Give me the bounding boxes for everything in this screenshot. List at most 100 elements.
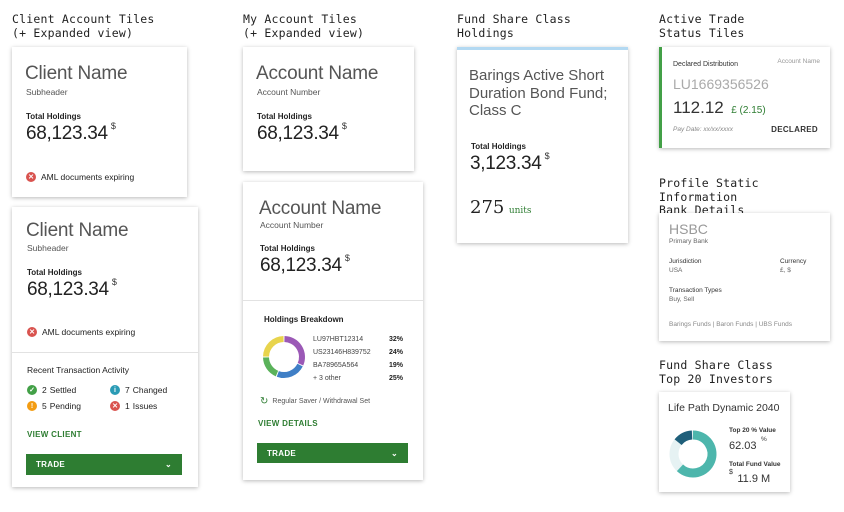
heading-account-tiles: My Account Tiles (+ Expanded view) — [243, 12, 365, 40]
settled-count: 2 — [42, 385, 47, 395]
regular-saver-text: Regular Saver / Withdrawal Set — [272, 398, 371, 405]
client-card[interactable]: Client Name Subheader Total Holdings 68,… — [12, 47, 187, 197]
donut-accent-arc — [674, 430, 693, 446]
trade-button-label: TRADE — [36, 460, 66, 469]
view-details-link[interactable]: VIEW DETAILS — [258, 419, 318, 428]
total-holdings-label: Total Holdings — [260, 244, 315, 253]
heading-active-trade: Active Trade Status Tiles — [659, 12, 745, 40]
divider — [12, 352, 198, 353]
funds-list: Barings Funds | Baron Funds | UBS Funds — [669, 321, 792, 328]
heading-line: Active Trade — [659, 12, 745, 26]
account-card[interactable]: Account Name Account Number Total Holdin… — [243, 47, 414, 171]
units-amount: 275 units — [470, 197, 532, 218]
total-holdings-value: 68,123.34 — [27, 279, 109, 300]
aml-alert: ✕ AML documents expiring — [27, 327, 135, 337]
total-holdings-amount: 68,123.34 $ — [26, 121, 116, 145]
units-label: units — [508, 206, 532, 216]
heading-line: Status Tiles — [659, 25, 745, 40]
pay-date: Pay Date: xx/xx/xxxx — [673, 126, 733, 133]
donut-slice-3 — [263, 336, 284, 357]
total-holdings-amount: 68,123.34 $ — [260, 253, 350, 277]
donut-value-arc — [676, 430, 717, 478]
trade-button[interactable]: TRADE ⌄ — [257, 443, 408, 463]
heading-line: Client Account Tiles — [12, 12, 155, 26]
pending-status[interactable]: ! 5 Pending — [27, 401, 81, 411]
check-icon: ✓ — [27, 385, 37, 395]
account-card-expanded[interactable]: Account Name Account Number Total Holdin… — [243, 182, 423, 480]
trade-button[interactable]: TRADE ⌄ — [26, 454, 182, 475]
trade-amount: 112.12 £ (2.15) — [673, 98, 766, 118]
bank-name: HSBC — [669, 221, 708, 237]
issues-label: Issues — [132, 401, 158, 411]
transaction-types-label: Transaction Types — [669, 287, 722, 294]
changed-count: 7 — [125, 385, 130, 395]
heading-line: Top 20 Investors — [659, 371, 773, 386]
changed-label: Changed — [132, 385, 168, 395]
total-fund-value: $ 11.9 M — [729, 469, 770, 487]
heading-line: My Account Tiles — [243, 12, 357, 26]
heading-client-tiles: Client Account Tiles (+ Expanded view) — [12, 12, 155, 40]
regular-saver: ↻ Regular Saver / Withdrawal Set — [260, 396, 370, 407]
divider — [243, 300, 423, 301]
currency-symbol: $ — [544, 151, 550, 161]
breakdown-pct: 24% — [388, 349, 403, 356]
pending-label: Pending — [49, 401, 81, 411]
fund-name: Life Path Dynamic 2040 — [668, 402, 780, 414]
top20-amount: 62.03 % — [729, 436, 767, 454]
client-subheader: Subheader — [26, 87, 68, 97]
breakdown-row: LU97HBT12314 32% — [313, 333, 403, 346]
top20-unit: % — [760, 436, 767, 443]
trade-status-badge: DECLARED — [771, 125, 818, 134]
trade-button-label: TRADE — [267, 448, 297, 458]
error-icon: ✕ — [110, 401, 120, 411]
heading-line: (+ Expanded view) — [12, 25, 134, 40]
total-holdings-amount: 68,123.34 $ — [27, 277, 117, 301]
jurisdiction-value: USA — [669, 267, 683, 274]
total-fund-value-amount: 11.9 M — [737, 473, 771, 485]
heading-line: (+ Expanded view) — [243, 25, 365, 40]
breakdown-pct: 32% — [388, 336, 403, 343]
donut-slice-1 — [276, 363, 303, 378]
heading-line: Fund Share Class — [659, 358, 773, 372]
chevron-down-icon: ⌄ — [164, 460, 172, 469]
client-name: Client Name — [25, 63, 128, 84]
client-subheader: Subheader — [27, 243, 69, 253]
heading-line: Profile Static Information — [659, 176, 759, 204]
trade-status-card[interactable]: Declared Distribution Account Name LU166… — [659, 47, 830, 148]
fund-name: Barings Active Short Duration Bond Fund;… — [469, 67, 608, 119]
currency-value: £, $ — [780, 267, 791, 274]
breakdown-isin: US23146H839752 — [313, 349, 371, 356]
aml-alert: ✕ AML documents expiring — [26, 172, 134, 182]
fund-holdings-card[interactable]: Barings Active Short Duration Bond Fund;… — [457, 47, 628, 243]
total-fund-currency: $ — [729, 469, 733, 476]
changed-status[interactable]: i 7 Changed — [110, 385, 167, 395]
breakdown-isin: LU97HBT12314 — [313, 336, 364, 343]
error-icon: ✕ — [26, 172, 36, 182]
breakdown-isin: BA78965A564 — [313, 362, 359, 369]
breakdown-title: Holdings Breakdown — [264, 315, 344, 324]
account-number: Account Number — [257, 87, 321, 97]
view-client-link[interactable]: VIEW CLIENT — [27, 430, 82, 439]
currency-symbol: $ — [344, 253, 350, 263]
activity-title: Recent Transaction Activity — [27, 365, 130, 375]
trade-type-label: Declared Distribution — [673, 61, 738, 68]
bank-details-card[interactable]: HSBC Primary Bank Jurisdiction USA Curre… — [659, 213, 830, 341]
issues-status[interactable]: ✕ 1 Issues — [110, 401, 157, 411]
total-holdings-value: 68,123.34 — [26, 123, 108, 144]
client-name: Client Name — [26, 220, 129, 241]
account-name: Account Name — [259, 198, 382, 219]
client-card-expanded[interactable]: Client Name Subheader Total Holdings 68,… — [12, 207, 198, 487]
error-icon: ✕ — [27, 327, 37, 337]
trade-amount-value: 112.12 — [673, 98, 724, 117]
breakdown-pct: 25% — [388, 375, 403, 382]
trade-account-name: Account Name — [777, 58, 820, 65]
bank-subtitle: Primary Bank — [669, 238, 709, 245]
chevron-down-icon: ⌄ — [390, 448, 398, 458]
currency-symbol: $ — [110, 121, 116, 131]
transaction-types-value: Buy, Sell — [669, 296, 695, 303]
breakdown-pct: 19% — [388, 362, 403, 369]
jurisdiction-label: Jurisdiction — [669, 258, 702, 265]
total-holdings-amount: 3,123.34 $ — [470, 151, 550, 175]
top-investors-card[interactable]: Life Path Dynamic 2040 Top 20 % Value 62… — [659, 392, 790, 492]
settled-status[interactable]: ✓ 2 Settled — [27, 385, 76, 395]
